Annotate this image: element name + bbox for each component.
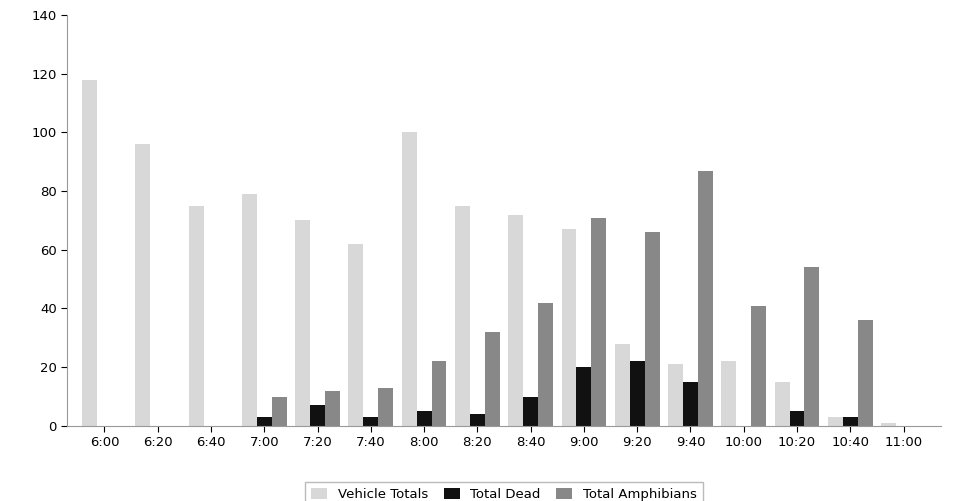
Bar xyxy=(789,411,804,426)
Bar xyxy=(775,382,789,426)
Legend: Vehicle Totals, Total Dead, Total Amphibians: Vehicle Totals, Total Dead, Total Amphib… xyxy=(304,482,704,501)
Bar xyxy=(698,170,713,426)
Bar xyxy=(257,417,272,426)
Bar xyxy=(364,417,378,426)
Bar xyxy=(857,320,873,426)
Bar xyxy=(591,217,607,426)
Bar xyxy=(417,411,432,426)
Bar xyxy=(508,214,523,426)
Bar xyxy=(804,268,819,426)
Bar xyxy=(310,405,325,426)
Bar xyxy=(432,361,446,426)
Bar xyxy=(378,388,394,426)
Bar xyxy=(576,367,591,426)
Bar xyxy=(881,423,896,426)
Bar xyxy=(348,244,364,426)
Bar xyxy=(135,144,151,426)
Bar xyxy=(485,332,500,426)
Bar xyxy=(401,132,417,426)
Bar xyxy=(644,232,660,426)
Bar xyxy=(751,306,766,426)
Bar xyxy=(272,396,287,426)
Bar xyxy=(523,396,539,426)
Bar xyxy=(325,391,340,426)
Bar xyxy=(455,206,469,426)
Bar xyxy=(562,229,576,426)
Bar xyxy=(828,417,843,426)
Bar xyxy=(83,80,97,426)
Bar xyxy=(721,361,736,426)
Bar xyxy=(683,382,698,426)
Bar xyxy=(668,364,683,426)
Bar xyxy=(189,206,204,426)
Bar xyxy=(539,303,553,426)
Bar xyxy=(295,220,310,426)
Bar xyxy=(630,361,644,426)
Bar xyxy=(614,344,630,426)
Bar xyxy=(242,194,257,426)
Bar xyxy=(843,417,857,426)
Bar xyxy=(469,414,485,426)
